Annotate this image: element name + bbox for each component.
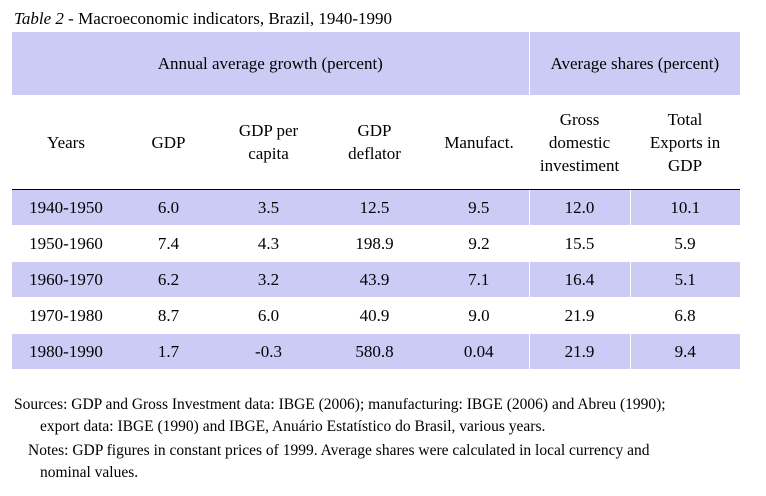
table-cell: 6.2: [120, 261, 217, 298]
table-cell: 43.9: [320, 261, 429, 298]
notes-line-2: nominal values.: [40, 464, 139, 481]
table-row: 1970-1980 8.7 6.0 40.9 9.0 21.9 6.8: [12, 298, 741, 334]
table-cell: 9.5: [429, 189, 530, 226]
table-cell: 0.04: [429, 333, 530, 370]
header-group-shares: Average shares (percent): [528, 32, 741, 95]
table-cell: 1980-1990: [12, 333, 120, 370]
macro-indicators-table: Annual average growth (percent) Average …: [12, 32, 741, 370]
table-cell: 16.4: [528, 261, 631, 298]
column-header-gdp: GDP: [120, 95, 217, 190]
table-cell: 21.9: [528, 333, 631, 370]
table-cell: 580.8: [320, 333, 429, 370]
table-cell: 1960-1970: [12, 261, 120, 298]
table-cell: 9.0: [468, 306, 490, 325]
notes-note: Notes: GDP figures in constant prices of…: [14, 440, 738, 484]
column-header-gdp-per-capita: GDP per capita: [217, 95, 320, 190]
table-cell: 6.0: [120, 189, 217, 226]
table-cell: 12.0: [528, 189, 631, 226]
table-row: 1960-1970 6.2 3.2 43.9 7.1 16.4 5.1: [12, 261, 741, 298]
header-columns-row: Years GDP GDP per capita GDP deflator Ma…: [12, 95, 741, 190]
column-header-gdp-deflator: GDP deflator: [320, 95, 429, 190]
table-cell: 1940-1950: [12, 189, 120, 226]
table-cell: 7.1: [429, 261, 530, 298]
header-group-growth: Annual average growth (percent): [12, 32, 530, 95]
table-cell: 7.4: [157, 234, 180, 253]
table-cell: 15.5: [564, 234, 595, 253]
table-cell: 198.9: [355, 234, 394, 253]
table-cell: 10.1: [629, 189, 741, 226]
table-cell: 8.7: [157, 306, 180, 325]
table-cell: 1950-1960: [29, 234, 103, 253]
table-cell: 40.9: [359, 306, 390, 325]
table-cell: -0.3: [217, 333, 320, 370]
header-group-row: Annual average growth (percent) Average …: [12, 32, 741, 95]
column-header-exports: Total Exports in GDP: [630, 95, 741, 190]
table-row: 1980-1990 1.7 -0.3 580.8 0.04 21.9 9.4: [12, 333, 741, 370]
table-cell: 9.4: [629, 333, 741, 370]
sources-line-2: export data: IBGE (1990) and IBGE, Anuár…: [40, 418, 546, 435]
table-cell: 6.0: [257, 306, 280, 325]
table-cell: 12.5: [320, 189, 429, 226]
table-cell: 4.3: [257, 234, 280, 253]
table-cell: 21.9: [564, 306, 595, 325]
table-cell: 3.5: [217, 189, 320, 226]
notes-line-1: Notes: GDP figures in constant prices of…: [28, 442, 650, 459]
table-cell: 5.9: [674, 234, 696, 253]
table-caption: Table 2 - Macroeconomic indicators, Braz…: [14, 8, 392, 30]
table-cell: 1970-1980: [29, 306, 103, 325]
table-cell: 3.2: [217, 261, 320, 298]
table-caption-text: - Macroeconomic indicators, Brazil, 1940…: [63, 9, 393, 28]
table-cell: 9.2: [468, 234, 490, 253]
column-header-gross-investment: Gross domestic investiment: [529, 95, 631, 190]
sources-line-1: Sources: GDP and Gross Investment data: …: [14, 396, 666, 413]
table-row: 1940-1950 6.0 3.5 12.5 9.5 12.0 10.1: [12, 189, 741, 226]
table-cell: 6.8: [674, 306, 696, 325]
column-header-years: Years: [12, 95, 120, 190]
sources-note: Sources: GDP and Gross Investment data: …: [14, 394, 738, 438]
column-header-manufact: Manufact.: [429, 95, 530, 190]
table-row: 1950-1960 7.4 4.3 198.9 9.2 15.5 5.9: [12, 226, 741, 262]
table-cell: 5.1: [629, 261, 741, 298]
table-cell: 1.7: [120, 333, 217, 370]
table-caption-label: Table 2: [14, 9, 64, 28]
